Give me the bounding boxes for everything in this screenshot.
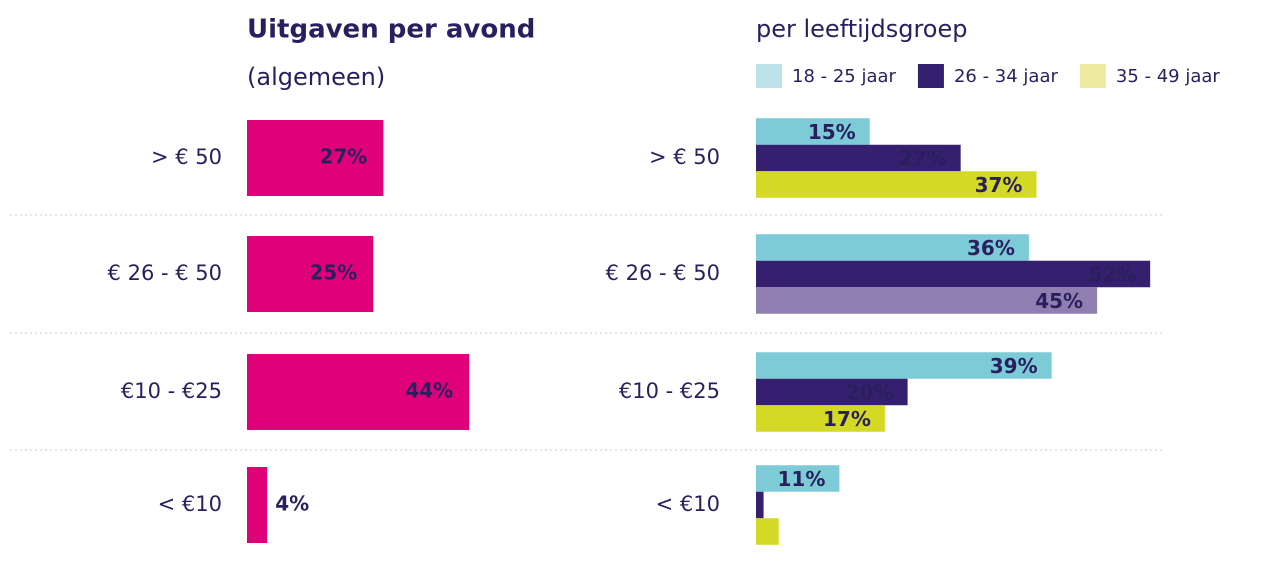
bar (247, 120, 384, 196)
category-label: < €10 (656, 492, 720, 516)
bar (756, 491, 764, 519)
value-label: 39% (990, 354, 1038, 378)
bar (756, 405, 885, 432)
bar (756, 518, 779, 545)
bar (756, 144, 961, 172)
bar (756, 352, 1052, 379)
legend-label: 26 - 34 jaar (954, 66, 1059, 87)
value-label: 17% (823, 407, 871, 431)
legend-swatch (917, 64, 944, 88)
category-label: €10 - €25 (121, 379, 222, 403)
legend-swatch (1079, 64, 1106, 88)
legend-label: 18 - 25 jaar (792, 66, 897, 87)
value-label: 4% (275, 492, 309, 516)
bar (756, 171, 1037, 198)
bar (756, 465, 840, 492)
bar (756, 260, 1151, 288)
bar (756, 118, 870, 145)
value-label: 36% (967, 236, 1015, 260)
value-label: 45% (1035, 289, 1083, 313)
left-subtitle: (algemeen) (247, 63, 385, 91)
right-title: per leeftijdsgroep (756, 15, 967, 43)
bar (247, 236, 374, 312)
value-label: 11% (778, 467, 826, 491)
bar (247, 354, 470, 430)
category-label: > € 50 (649, 145, 720, 169)
value-label: 44% (405, 379, 453, 403)
bar (756, 378, 908, 406)
value-label: 15% (808, 120, 856, 144)
value-label: 20% (846, 381, 894, 405)
value-label: 37% (975, 173, 1023, 197)
category-label: < €10 (158, 492, 222, 516)
value-label: 52% (1088, 263, 1136, 287)
bar (247, 467, 268, 543)
category-label: € 26 - € 50 (108, 261, 222, 285)
legend-label: 35 - 49 jaar (1116, 66, 1221, 87)
legend-swatch (756, 64, 782, 88)
category-label: €10 - €25 (619, 379, 720, 403)
category-label: € 26 - € 50 (606, 261, 720, 285)
value-label: 27% (899, 147, 947, 171)
bar (756, 234, 1029, 261)
value-label: 25% (309, 261, 357, 285)
category-label: > € 50 (151, 145, 222, 169)
bar (756, 287, 1098, 314)
value-label: 27% (319, 145, 367, 169)
left-title: Uitgaven per avond (247, 15, 535, 45)
